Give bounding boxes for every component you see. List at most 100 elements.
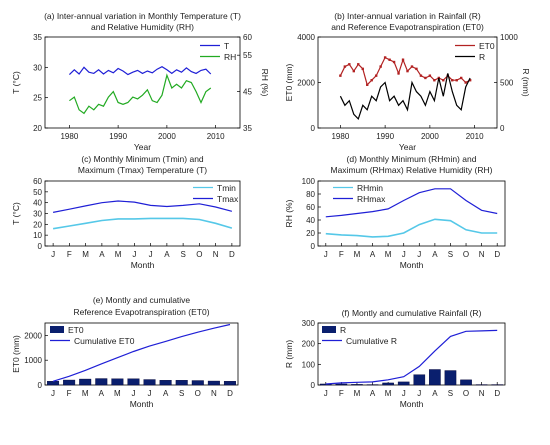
x-tick-label: 1990 <box>376 132 394 141</box>
x-axis-label: Year <box>399 142 416 152</box>
point-et0 <box>361 67 364 71</box>
x-tick-label: J <box>51 250 55 259</box>
y-axis-label: T (°C) <box>11 71 21 94</box>
y-tick-label: 200 <box>302 340 316 349</box>
y-right-axis-label: RH (%) <box>260 69 270 97</box>
x-tick-label: J <box>131 389 135 398</box>
y-tick-label: 0 <box>311 242 316 251</box>
panel-b: (b) Inter-annual variation in Rainfall (… <box>284 11 531 152</box>
y-right-tick-label: 0 <box>500 124 505 133</box>
point-et0 <box>460 76 463 80</box>
y-right-tick-label: 500 <box>500 79 514 88</box>
panel-subtitle: Maximum (Tmax) Temperature (T) <box>78 165 207 175</box>
y-axis-label: ET0 (mm) <box>11 335 21 373</box>
bar-et0 <box>63 379 76 386</box>
x-tick-label: S <box>179 389 184 398</box>
y-right-tick-label: 35 <box>243 124 252 133</box>
bar-et0 <box>223 381 236 386</box>
x-tick-label: J <box>51 389 55 398</box>
x-tick-label: F <box>339 250 344 259</box>
y-axis-label: R (mm) <box>284 340 294 368</box>
x-tick-label: N <box>479 389 485 398</box>
bar-et0 <box>79 378 92 386</box>
x-tick-label: 2000 <box>421 132 439 141</box>
plot-area <box>317 180 506 247</box>
bar-et0 <box>47 381 60 386</box>
series-line-tmin <box>52 217 233 230</box>
panel-subtitle: Maximum (RHmax) Relative Humidity (RH) <box>331 165 493 175</box>
x-tick-label: O <box>195 389 201 398</box>
x-tick-label: A <box>432 389 438 398</box>
x-tick-label: M <box>385 250 392 259</box>
point-et0 <box>406 69 409 73</box>
x-tick-label: N <box>211 389 217 398</box>
point-et0 <box>415 67 418 71</box>
panel-a: (a) Inter-annual variation in Monthly Te… <box>11 11 270 152</box>
legend-label: T <box>224 41 229 51</box>
y-axis-label: ET0 (mm) <box>284 63 294 101</box>
panel-title: (e) Montly and cumulative <box>93 295 191 305</box>
x-axis-label: Year <box>134 142 151 152</box>
y-tick-label: 50 <box>33 188 42 197</box>
plot-area <box>44 180 241 247</box>
y-tick-label: 35 <box>33 33 42 42</box>
y-tick-label: 20 <box>33 220 42 229</box>
series-line-rhmax <box>325 188 498 218</box>
x-tick-label: M <box>354 250 361 259</box>
series-line-tmax <box>52 200 233 213</box>
y-right-tick-label: 45 <box>243 88 252 97</box>
x-tick-label: J <box>324 250 328 259</box>
x-tick-label: J <box>402 389 406 398</box>
x-tick-label: M <box>82 389 89 398</box>
point-et0 <box>455 79 458 82</box>
x-axis-label: Month <box>400 399 424 409</box>
bar-r <box>382 382 394 386</box>
x-tick-label: J <box>149 250 153 259</box>
bar-r <box>319 383 332 386</box>
bar-et0 <box>111 378 124 386</box>
point-et0 <box>383 56 387 59</box>
x-tick-label: F <box>339 389 344 398</box>
bar-et0 <box>191 380 204 386</box>
bar-et0 <box>207 380 220 386</box>
bar-et0 <box>159 380 172 386</box>
y-tick-label: 60 <box>33 177 42 186</box>
series-line-t <box>68 66 212 76</box>
x-tick-label: A <box>163 389 169 398</box>
point-et0 <box>410 65 414 68</box>
series-line-rh <box>69 73 212 115</box>
plot-area <box>317 36 498 129</box>
x-tick-label: 1990 <box>109 132 127 141</box>
x-tick-label: F <box>67 389 72 398</box>
plot-area <box>44 322 239 386</box>
legend-label: ET0 <box>68 325 84 335</box>
legend-label: RHmax <box>357 194 386 204</box>
y-tick-label: 0 <box>38 381 43 390</box>
point-et0 <box>397 72 400 75</box>
y-tick-label: 20 <box>306 229 315 238</box>
x-tick-label: A <box>99 389 105 398</box>
legend-label: R <box>479 52 485 62</box>
plot-area <box>44 36 241 129</box>
x-tick-label: A <box>99 250 105 259</box>
panel-title: (c) Monthly Minimum (Tmin) and <box>81 154 204 164</box>
y-tick-label: 40 <box>33 199 42 208</box>
bar-r <box>351 384 363 386</box>
legend-label: Cumulative ET0 <box>74 336 135 346</box>
x-tick-label: A <box>370 250 376 259</box>
legend-label: RHmin <box>357 183 383 193</box>
bar-r <box>429 369 441 386</box>
point-et0 <box>357 63 360 66</box>
x-tick-label: 2010 <box>466 132 484 141</box>
series-line-rhmin <box>325 218 498 238</box>
y-tick-label: 300 <box>302 319 316 328</box>
bar-et0 <box>95 378 108 386</box>
y-axis-label: RH (%) <box>284 199 294 227</box>
y-tick-label: 0 <box>311 381 316 390</box>
point-et0 <box>419 74 423 77</box>
panel-subtitle: and Relative Humidity (RH) <box>91 22 194 32</box>
y-tick-label: 30 <box>33 210 42 219</box>
